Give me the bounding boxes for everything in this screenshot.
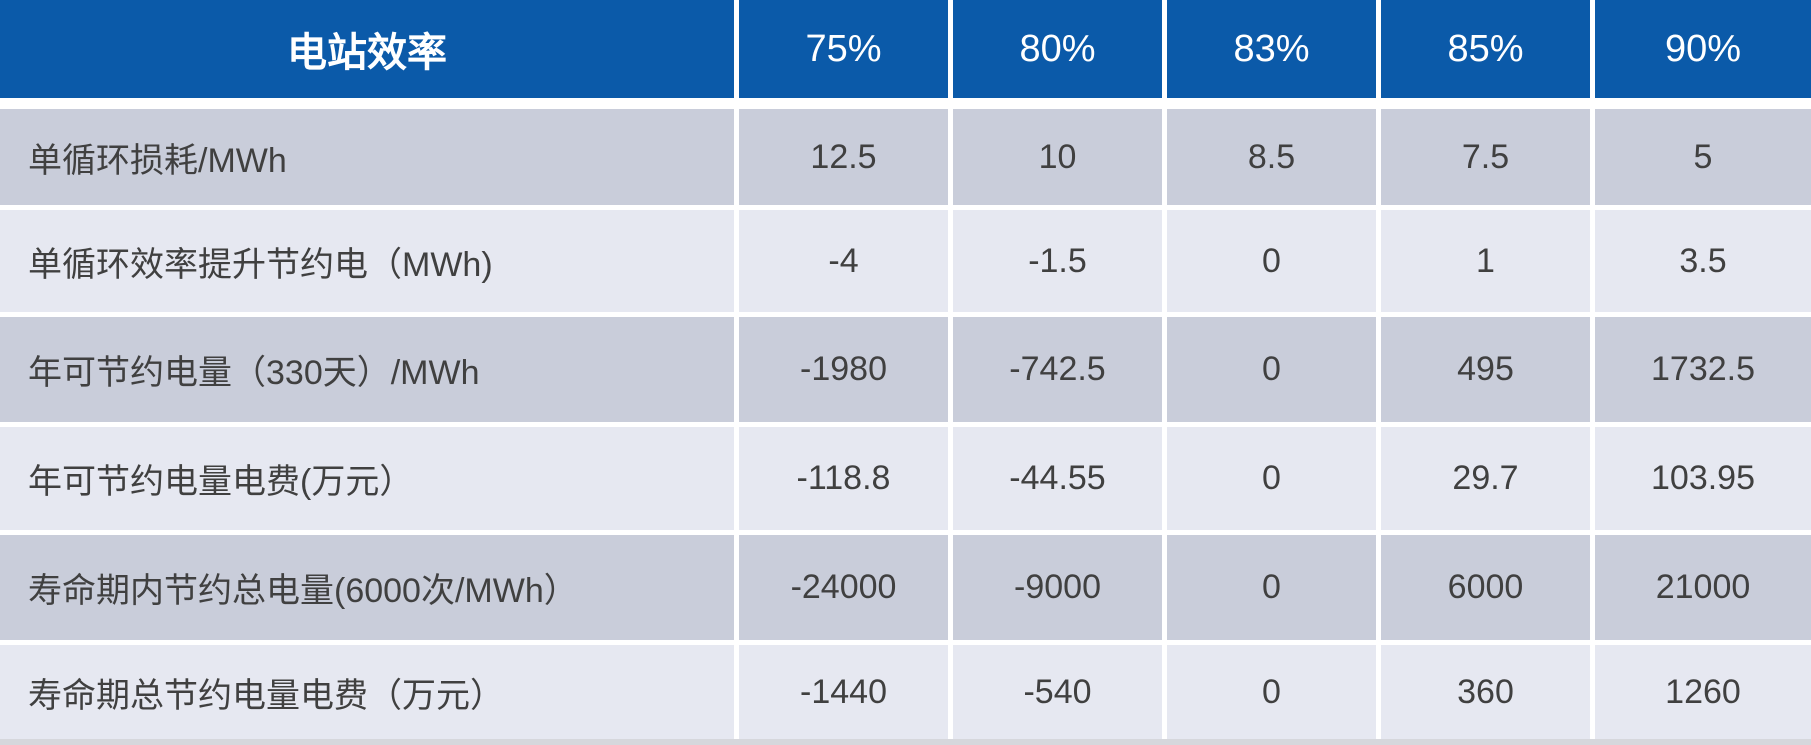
table-cell: 1	[1381, 210, 1590, 312]
column-header-83: 83%	[1167, 0, 1376, 104]
table-cell: 7.5	[1381, 109, 1590, 205]
row-label: 单循环效率提升节约电（MWh)	[0, 210, 734, 312]
row-label: 年可节约电量（330天）/MWh	[0, 317, 734, 422]
table-cell: 29.7	[1381, 427, 1590, 530]
table-cell: -4	[739, 210, 948, 312]
table-cell: -1980	[739, 317, 948, 422]
table-cell: 495	[1381, 317, 1590, 422]
table-cell: 0	[1167, 535, 1376, 640]
table-cell: 6000	[1381, 535, 1590, 640]
table-cell: 0	[1167, 210, 1376, 312]
row-label: 寿命期总节约电量电费（万元）	[0, 645, 734, 739]
table-cell: 1732.5	[1595, 317, 1811, 422]
table-cell: -1440	[739, 645, 948, 739]
row-label: 年可节约电量电费(万元）	[0, 427, 734, 530]
table-header-title: 电站效率	[0, 0, 734, 104]
table-cell: 3.5	[1595, 210, 1811, 312]
table-cell: 0	[1167, 427, 1376, 530]
table-cell: -24000	[739, 535, 948, 640]
table-cell: -1.5	[953, 210, 1162, 312]
table-cell: 5	[1595, 109, 1811, 205]
table-cell: 21000	[1595, 535, 1811, 640]
table-cell: 10	[953, 109, 1162, 205]
table-cell: 1260	[1595, 645, 1811, 739]
slide-bottom-strip	[0, 739, 1811, 745]
table-cell: 0	[1167, 317, 1376, 422]
column-header-80: 80%	[953, 0, 1162, 104]
table-cell: -44.55	[953, 427, 1162, 530]
column-header-90: 90%	[1595, 0, 1811, 104]
table-cell: -118.8	[739, 427, 948, 530]
table-cell: -742.5	[953, 317, 1162, 422]
table-cell: 103.95	[1595, 427, 1811, 530]
table-cell: -540	[953, 645, 1162, 739]
table-cell: -9000	[953, 535, 1162, 640]
table-cell: 8.5	[1167, 109, 1376, 205]
column-header-85: 85%	[1381, 0, 1590, 104]
row-label: 寿命期内节约总电量(6000次/MWh）	[0, 535, 734, 640]
table-cell: 0	[1167, 645, 1376, 739]
table-cell: 12.5	[739, 109, 948, 205]
column-header-75: 75%	[739, 0, 948, 104]
table-cell: 360	[1381, 645, 1590, 739]
row-label: 单循环损耗/MWh	[0, 109, 734, 205]
